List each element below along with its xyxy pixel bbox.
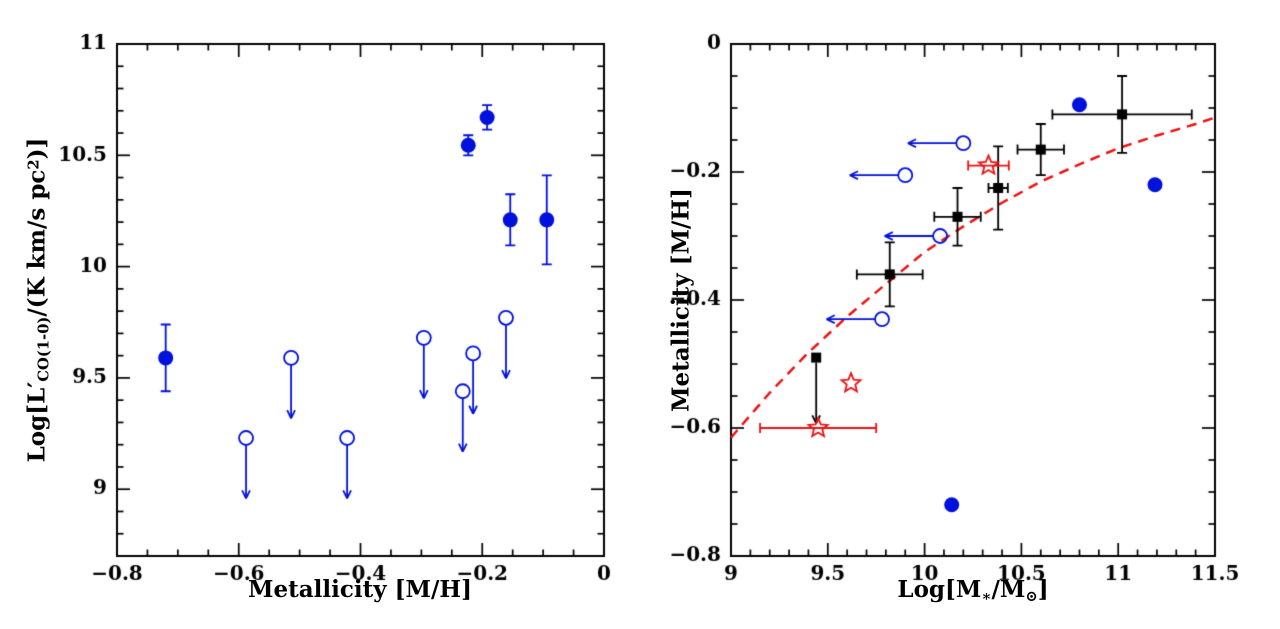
label-part: /(K km/s pc (23, 169, 51, 317)
left-x-axis-label: Metallicity [M/H] (248, 576, 472, 603)
label-part: )] (23, 137, 51, 160)
label-part: ∗ (981, 588, 992, 606)
right-x-axis-label: Log[M∗/M⊙] (897, 576, 1048, 605)
label-part: ⊙ (1025, 588, 1038, 606)
left-y-axis-label: Log[L′CO(1-0)/(K km/s pc2)] (23, 138, 52, 463)
right-y-axis-label: Metallicity [M/H] (667, 188, 695, 412)
label-part: 2 (25, 159, 43, 170)
label-part: ] (1037, 576, 1049, 603)
label-part: /M (991, 576, 1026, 603)
label-part: Log[L′ (23, 381, 51, 463)
label-part: Log[M (897, 576, 982, 603)
label-part: CO(1-0) (35, 316, 53, 382)
